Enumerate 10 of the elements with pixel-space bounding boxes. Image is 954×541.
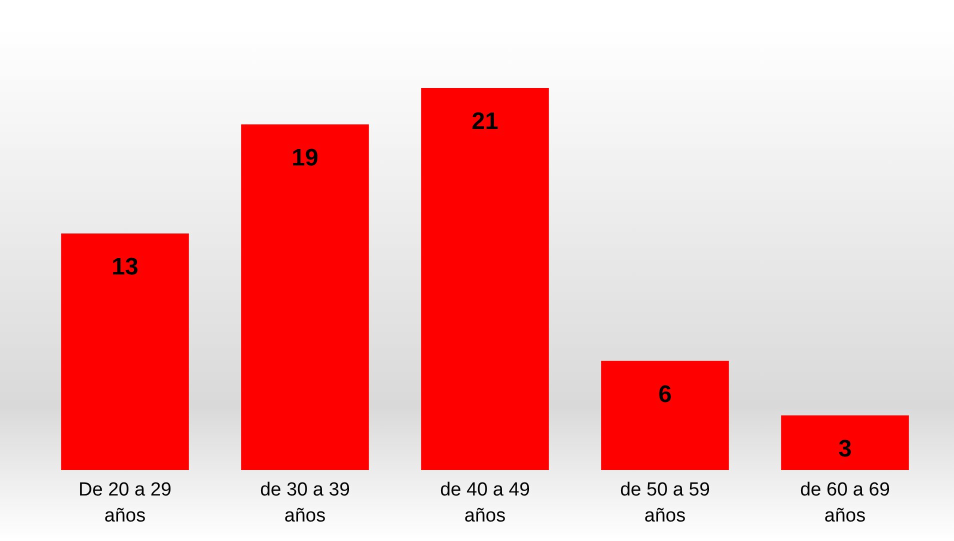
x-tick-label: de 40 a 49 años [440, 480, 530, 526]
data-label: 21 [472, 108, 498, 135]
x-tick-label: de 30 a 39 años [260, 480, 350, 526]
x-tick-label: de 50 a 59 años [620, 480, 710, 526]
x-tick-label: De 20 a 29 años [78, 480, 172, 526]
data-label: 19 [292, 144, 318, 172]
data-label: 13 [112, 254, 138, 281]
data-label: 3 [838, 435, 852, 462]
x-tick-label: de 60 a 69 años [800, 480, 890, 526]
data-label: 6 [658, 380, 672, 408]
